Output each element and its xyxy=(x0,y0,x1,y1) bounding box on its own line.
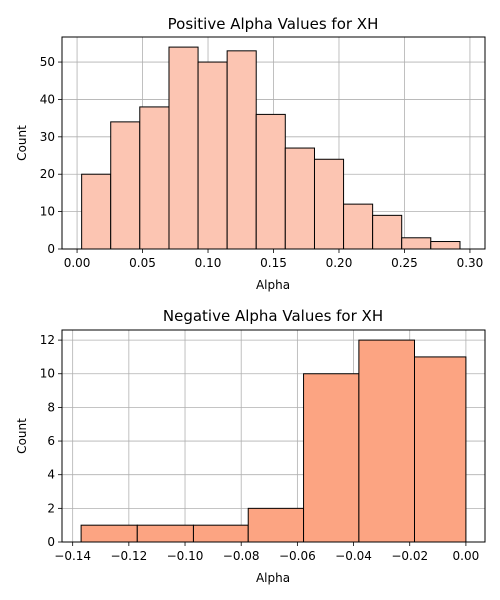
histogram-bar xyxy=(343,203,374,250)
x-axis-label: Alpha xyxy=(256,278,290,292)
x-tick-label: −0.12 xyxy=(110,549,147,563)
y-axis-label: Count xyxy=(15,125,29,161)
histogram-bar xyxy=(168,46,199,250)
y-axis-label: Count xyxy=(15,418,29,454)
x-tick-label: −0.08 xyxy=(223,549,260,563)
x-tick-label: 0.10 xyxy=(195,256,222,270)
x-tick-label: −0.14 xyxy=(54,549,91,563)
histogram-bar xyxy=(192,524,249,543)
y-tick-label: 50 xyxy=(40,55,55,69)
x-ticks: 0.00 0.05 0.10 0.15 0.20 0.25 0.30 xyxy=(64,249,484,270)
x-tick-label: 0.00 xyxy=(64,256,91,270)
y-tick-label: 6 xyxy=(47,434,55,448)
chart-title: Positive Alpha Values for XH xyxy=(168,15,379,33)
plot-frame xyxy=(61,329,486,543)
histogram-bar xyxy=(430,241,461,250)
x-tick-label: 0.05 xyxy=(129,256,156,270)
x-tick-label: −0.10 xyxy=(167,549,204,563)
histogram-bar xyxy=(255,113,286,250)
histogram-bar xyxy=(313,158,345,250)
chart-title: Negative Alpha Values for XH xyxy=(163,307,383,325)
x-tick-label: −0.06 xyxy=(279,549,316,563)
histogram-bar xyxy=(372,214,403,250)
histogram-bar xyxy=(136,524,194,543)
histogram-bar xyxy=(247,507,305,543)
x-tick-label: 0.20 xyxy=(326,256,353,270)
histogram-bar xyxy=(80,524,138,543)
histogram-positive-alpha: Positive Alpha Values for XH 0.00 0.05 0.1… xyxy=(15,15,486,292)
histogram-bar xyxy=(139,106,170,250)
y-tick-label: 4 xyxy=(47,468,55,482)
x-axis-label: Alpha xyxy=(256,571,290,585)
histogram-bar xyxy=(110,121,141,250)
histogram-bar xyxy=(197,61,228,250)
x-ticks: −0.14 −0.12 −0.10 −0.08 −0.06 −0.04 −0.02 0.00 xyxy=(54,542,479,563)
x-tick-label: 0.00 xyxy=(453,549,480,563)
histogram-bar xyxy=(284,147,315,250)
x-tick-label: −0.04 xyxy=(335,549,372,563)
histogram-bar xyxy=(81,173,112,250)
y-tick-label: 0 xyxy=(47,242,55,256)
y-tick-label: 10 xyxy=(40,205,55,219)
x-tick-label: 0.25 xyxy=(391,256,418,270)
y-tick-label: 20 xyxy=(40,167,55,181)
y-ticks: 0 10 20 30 40 50 xyxy=(40,55,62,256)
bars xyxy=(81,46,461,250)
y-tick-label: 0 xyxy=(47,535,55,549)
x-tick-label: −0.02 xyxy=(391,549,428,563)
histogram-bar xyxy=(414,356,467,543)
y-ticks: 0 2 4 6 8 10 12 xyxy=(40,333,62,549)
y-tick-label: 30 xyxy=(40,130,55,144)
bars xyxy=(80,339,467,543)
y-tick-label: 12 xyxy=(40,333,55,347)
y-tick-label: 10 xyxy=(40,367,55,381)
y-tick-label: 40 xyxy=(40,92,55,106)
histogram-bar xyxy=(358,339,415,543)
y-tick-label: 8 xyxy=(47,400,55,414)
histogram-bar xyxy=(303,373,360,543)
x-tick-label: 0.15 xyxy=(260,256,287,270)
histogram-negative-alpha: Negative Alpha Values for XH −0.14 −0.12−… xyxy=(15,307,486,585)
x-tick-label: 0.30 xyxy=(457,256,484,270)
y-tick-label: 2 xyxy=(47,501,55,515)
histogram-bar xyxy=(226,50,257,250)
histogram-bar xyxy=(401,237,432,250)
